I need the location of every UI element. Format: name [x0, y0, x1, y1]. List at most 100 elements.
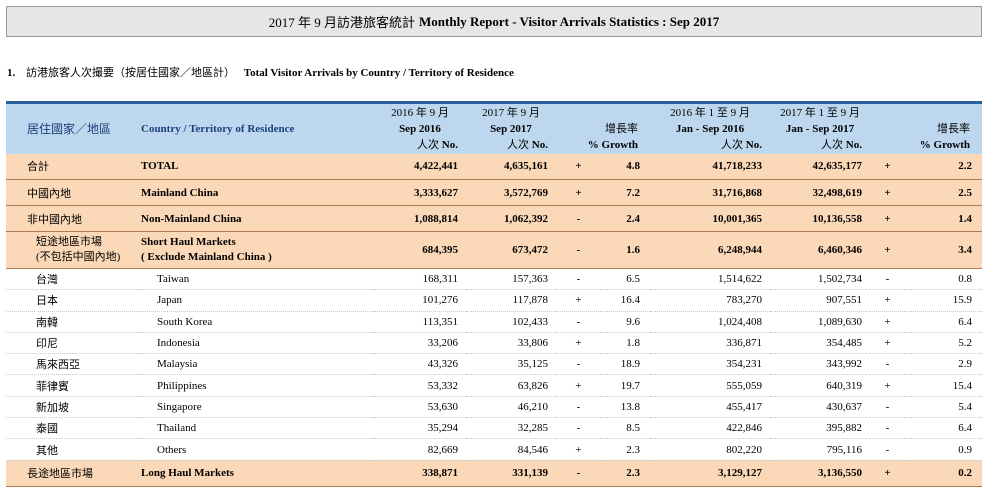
- region-name-zh: 台灣: [6, 268, 141, 291]
- region-name-zh: 合計: [6, 153, 141, 180]
- growth-sign-ytd: +: [870, 231, 905, 269]
- growth-sign-month: -: [556, 417, 601, 440]
- region-name-zh-line1: 短途地區市場: [36, 236, 102, 248]
- arrivals-sep-2016: 33,206: [374, 332, 466, 355]
- table-row: 馬來西亞 Malaysia 43,326 35,125-18.9 354,231 343,…: [6, 353, 982, 376]
- table-row: 南韓 South Korea 113,351 102,433-9.6 1,024,408…: [6, 311, 982, 333]
- arrivals-sep-2017: 84,546: [466, 438, 556, 461]
- region-name-en: Japan: [141, 289, 374, 312]
- table-row: 日本 Japan 101,276 117,878 +16.4 783,270 907,551…: [6, 289, 982, 312]
- table-row: 台灣 Taiwan 168,311 157,363-6.5 1,514,622 1,502…: [6, 268, 982, 291]
- region-name-zh: 長途地區市場: [6, 460, 141, 487]
- growth-sign-ytd: +: [870, 460, 905, 487]
- growth-pct-month: 19.7: [601, 374, 650, 397]
- growth-pct-month: 2.3: [601, 438, 650, 461]
- header-ytd-2016-zh: 2016 年 1 至 9 月: [670, 106, 750, 119]
- arrivals-ytd-2017: 343,992: [770, 353, 870, 376]
- arrivals-sep-2016: 53,630: [374, 396, 466, 419]
- growth-pct-ytd: 15.4: [905, 374, 982, 397]
- arrivals-sep-2017: 46,210: [466, 396, 556, 419]
- arrivals-sep-2016: 43,326: [374, 353, 466, 376]
- arrivals-sep-2017: 32,285: [466, 417, 556, 440]
- growth-pct-month: 2.3: [601, 460, 650, 487]
- arrivals-ytd-2016: 336,871: [650, 332, 770, 355]
- region-name-en: Long Haul Markets: [141, 460, 374, 487]
- growth-sign-ytd: +: [870, 289, 905, 312]
- header-sep-2016: 2016 年 9 月 Sep 2016 人次 No.: [374, 102, 466, 154]
- growth-pct-ytd: 3.4: [905, 231, 982, 269]
- growth-pct-month: 16.4: [601, 289, 650, 312]
- growth-pct-ytd: 5.4: [905, 396, 982, 419]
- table-row: 其他 Others 82,669 84,546 +2.3 802,220 795,116-0…: [6, 438, 982, 461]
- region-name-en: TOTAL: [141, 153, 374, 180]
- arrivals-ytd-2017: 32,498,619: [770, 179, 870, 206]
- growth-sign-ytd: +: [870, 332, 905, 355]
- header-unit-en: No.: [845, 138, 862, 151]
- header-region-en: Country / Territory of Residence: [141, 102, 374, 154]
- growth-pct-ytd: 0.2: [905, 460, 982, 487]
- region-name-zh-line2: (不包括中國內地): [36, 251, 121, 263]
- region-name-zh: 南韓: [6, 311, 141, 333]
- arrivals-sep-2017: 33,806: [466, 332, 556, 355]
- header-ytd-2017: 2017 年 1 至 9 月 Jan - Sep 2017 人次 No.: [770, 102, 870, 154]
- header-unit-en: No.: [441, 138, 458, 151]
- arrivals-ytd-2016: 31,716,868: [650, 179, 770, 206]
- region-name-en-line2: ( Exclude Mainland China ): [141, 251, 272, 263]
- arrivals-ytd-2017: 6,460,346: [770, 231, 870, 269]
- arrivals-ytd-2016: 6,248,944: [650, 231, 770, 269]
- arrivals-ytd-2016: 10,001,365: [650, 205, 770, 232]
- arrivals-sep-2016: 35,294: [374, 417, 466, 440]
- region-name-zh: 短途地區市場 (不包括中國內地): [6, 231, 141, 269]
- arrivals-sep-2016: 53,332: [374, 374, 466, 397]
- arrivals-sep-2017: 35,125: [466, 353, 556, 376]
- region-name-en: Taiwan: [141, 268, 374, 291]
- header-growth-zh: 增長率: [937, 122, 970, 135]
- growth-pct-month: 18.9: [601, 353, 650, 376]
- arrivals-sep-2016: 168,311: [374, 268, 466, 291]
- growth-sign-month: +: [556, 179, 601, 206]
- growth-sign-ytd: -: [870, 353, 905, 376]
- section-heading: 1. 訪港旅客人次撮要（按居住國家／地區計） Total Visitor Arr…: [7, 64, 514, 80]
- arrivals-ytd-2017: 10,136,558: [770, 205, 870, 232]
- table-row: 泰國 Thailand 35,294 32,285-8.5 422,846 395,882…: [6, 417, 982, 440]
- header-sep-2017: 2017 年 9 月 Sep 2017 人次 No.: [466, 102, 556, 154]
- region-name-en: Mainland China: [141, 179, 374, 206]
- region-name-en: Philippines: [141, 374, 374, 397]
- growth-sign-ytd: +: [870, 205, 905, 232]
- arrivals-sep-2016: 3,333,627: [374, 179, 466, 206]
- growth-pct-month: 8.5: [601, 417, 650, 440]
- growth-pct-month: 4.8: [601, 153, 650, 180]
- growth-pct-month: 1.6: [601, 231, 650, 269]
- growth-sign-month: -: [556, 205, 601, 232]
- growth-pct-ytd: 2.9: [905, 353, 982, 376]
- region-name-zh: 新加坡: [6, 396, 141, 419]
- header-growth-month: 增長率 % Growth: [556, 102, 650, 154]
- header-growth-en: % Growth: [919, 138, 970, 151]
- arrivals-ytd-2017: 354,485: [770, 332, 870, 355]
- arrivals-sep-2016: 338,871: [374, 460, 466, 487]
- header-unit-zh: 人次: [507, 138, 530, 151]
- growth-sign-ytd: -: [870, 268, 905, 291]
- growth-sign-ytd: -: [870, 396, 905, 419]
- growth-sign-month: +: [556, 153, 601, 180]
- arrivals-ytd-2016: 783,270: [650, 289, 770, 312]
- arrivals-sep-2017: 102,433: [466, 311, 556, 333]
- region-name-en-line1: Short Haul Markets: [141, 236, 236, 248]
- header-ytd-2016-en: Jan - Sep 2016: [675, 122, 745, 135]
- arrivals-ytd-2017: 395,882: [770, 417, 870, 440]
- growth-pct-month: 6.5: [601, 268, 650, 291]
- growth-sign-month: +: [556, 289, 601, 312]
- region-name-en: Thailand: [141, 417, 374, 440]
- arrivals-ytd-2017: 1,089,630: [770, 311, 870, 333]
- growth-sign-month: -: [556, 268, 601, 291]
- growth-sign-ytd: -: [870, 417, 905, 440]
- header-ytd-2016: 2016 年 1 至 9 月 Jan - Sep 2016 人次 No.: [650, 102, 770, 154]
- arrivals-sep-2016: 684,395: [374, 231, 466, 269]
- summary-row: 合計 TOTAL 4,422,441 4,635,161 +4.8 41,718,233 4…: [6, 153, 982, 180]
- table-header-row: 居住國家／地區 Country / Territory of Residence…: [6, 102, 982, 154]
- header-ytd-2017-en: Jan - Sep 2017: [785, 122, 855, 135]
- arrivals-ytd-2017: 3,136,550: [770, 460, 870, 487]
- growth-sign-month: +: [556, 374, 601, 397]
- arrivals-ytd-2017: 430,637: [770, 396, 870, 419]
- header-sep-2017-zh: 2017 年 9 月: [482, 106, 540, 119]
